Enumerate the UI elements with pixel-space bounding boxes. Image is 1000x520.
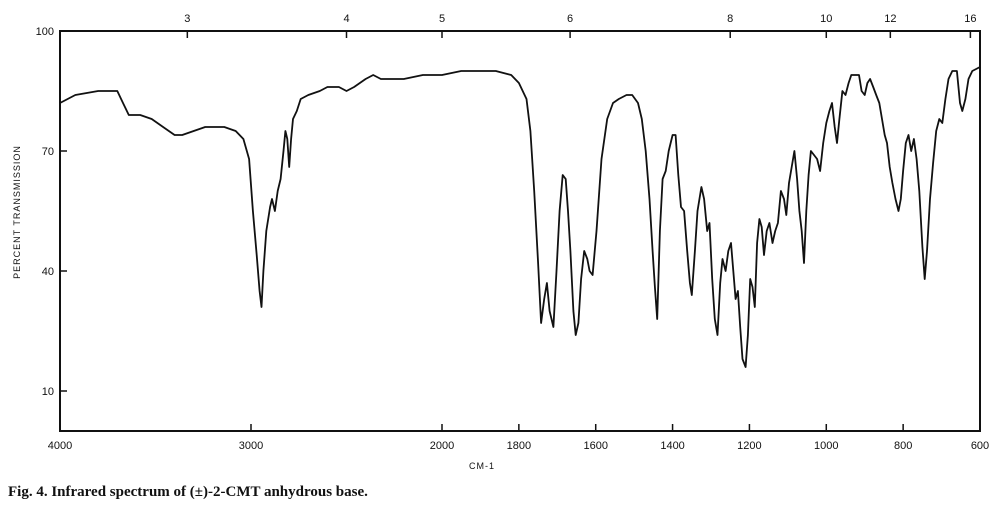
x-tick-label: 1800 [507, 440, 531, 452]
x-tick-label: 1000 [814, 440, 838, 452]
x-tick-label: 600 [971, 440, 989, 452]
x-tick-label: 2000 [430, 440, 454, 452]
plot-frame [59, 30, 981, 432]
top-tick-label: 3 [184, 13, 190, 25]
y-tick-label: 40 [42, 266, 54, 278]
bottom-axis-ticks: 4000 3000 2000 1800 1600 1400 1200 1000 800 600 [48, 424, 989, 452]
x-tick-label: 1200 [737, 440, 761, 452]
x-tick-label: 1400 [660, 440, 684, 452]
top-tick-label: 4 [343, 13, 349, 25]
top-tick-label: 6 [567, 13, 573, 25]
ir-spectrum-chart: 4000 3000 2000 1800 1600 1400 1200 1000 800 600 3… [12, 13, 989, 471]
figure-caption: Fig. 4. Infrared spectrum of (±)-2-CMT a… [8, 484, 368, 500]
top-axis-ticks: 3 4 5 6 8 10 12 16 [184, 13, 977, 38]
x-tick-label: 3000 [239, 440, 263, 452]
top-tick-label: 10 [820, 13, 832, 25]
top-tick-label: 5 [439, 13, 445, 25]
left-axis-ticks: 100 70 40 10 [36, 26, 67, 398]
x-tick-label: 4000 [48, 440, 72, 452]
x-tick-label: 800 [894, 440, 912, 452]
y-tick-label: 10 [42, 386, 54, 398]
spectrum-line [59, 66, 981, 368]
y-axis-label: PERCENT TRANSMISSION [12, 145, 22, 279]
x-axis-label: CM-1 [469, 461, 495, 471]
x-tick-label: 1600 [583, 440, 607, 452]
y-tick-label: 100 [36, 26, 54, 38]
top-tick-label: 16 [964, 13, 976, 25]
y-tick-label: 70 [42, 146, 54, 158]
top-tick-label: 12 [884, 13, 896, 25]
top-tick-label: 8 [727, 13, 733, 25]
